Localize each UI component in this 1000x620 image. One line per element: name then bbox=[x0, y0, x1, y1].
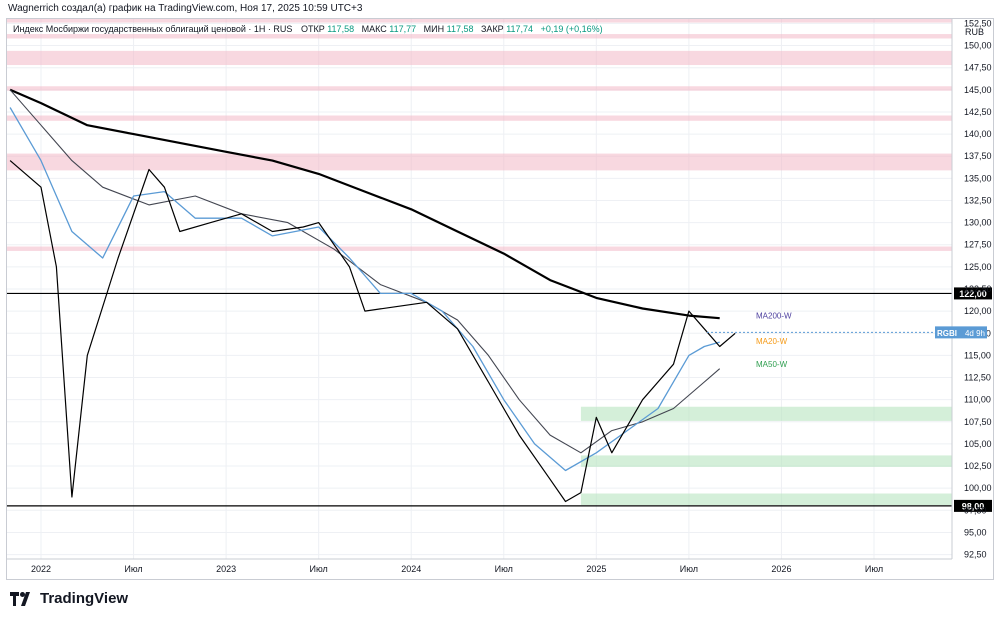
price-tag-value: 4d 9h bbox=[965, 329, 985, 338]
level-tag-label: 122,00 bbox=[959, 289, 987, 299]
support-zone bbox=[580, 493, 952, 505]
y-tick-label: 150,00 bbox=[964, 41, 992, 51]
ohlc-low-label: МИН bbox=[424, 24, 444, 34]
title-label: Индекс Мосбиржи государственных облигаци… bbox=[13, 24, 292, 34]
tradingview-logo[interactable]: TradingView bbox=[10, 590, 128, 607]
price-tag-name: RGBI bbox=[937, 329, 957, 338]
y-tick-label: 122,50 bbox=[964, 284, 992, 294]
y-tick-label: 147,50 bbox=[964, 63, 992, 73]
level-tag bbox=[954, 287, 992, 300]
y-tick-label: 102,50 bbox=[964, 461, 992, 471]
zones bbox=[7, 19, 952, 505]
y-tick-label: 125,00 bbox=[964, 262, 992, 272]
resistance-zone bbox=[7, 115, 952, 121]
x-tick-label: 2024 bbox=[401, 564, 421, 574]
ohlc-high-label: МАКС bbox=[362, 24, 388, 34]
x-tick-label: Июл bbox=[680, 564, 698, 574]
x-tick-label: 2026 bbox=[771, 564, 791, 574]
y-tick-label: 95,00 bbox=[964, 527, 987, 537]
price-tag-box bbox=[935, 326, 987, 339]
y-tick-label: 120,00 bbox=[964, 306, 992, 316]
y-axis[interactable]: 92,50 95,00 97,50 100,00 102,50 105,00 107,50 1… bbox=[951, 19, 992, 560]
y-tick-label: 140,00 bbox=[964, 129, 992, 139]
ma-label: MA200-W bbox=[756, 312, 792, 321]
currency-label: RUB bbox=[965, 27, 984, 37]
resistance-zone bbox=[7, 50, 952, 66]
y-tick-label: 135,00 bbox=[964, 173, 992, 183]
series-line-ma20-w bbox=[9, 107, 720, 472]
ohlc-close-value: 117,74 bbox=[506, 24, 533, 34]
tradingview-logo-icon bbox=[10, 591, 30, 606]
ohlc-close-label: ЗАКР bbox=[481, 24, 504, 34]
y-tick-label: 145,00 bbox=[964, 85, 992, 95]
level-tag-label: 98,00 bbox=[962, 501, 985, 511]
series-lines bbox=[9, 88, 736, 503]
y-tick-label: 97,50 bbox=[964, 505, 987, 515]
ohlc-open-value: 117,58 bbox=[327, 24, 354, 34]
y-tick-label: 110,00 bbox=[964, 395, 991, 405]
y-tick-label: 137,50 bbox=[964, 151, 992, 161]
ohlc-low-value: 117,58 bbox=[447, 24, 474, 34]
y-tick-label: 100,00 bbox=[964, 483, 992, 493]
series-line-цена bbox=[9, 160, 736, 503]
x-tick-label: Июл bbox=[124, 564, 142, 574]
chart-author-header: Wagnerrich создал(а) график на TradingVi… bbox=[8, 3, 363, 14]
x-tick-label: 2025 bbox=[586, 564, 606, 574]
level-lines: 122,00 98,00 bbox=[7, 287, 992, 512]
resistance-zone bbox=[7, 34, 952, 39]
ma-label: MA50-W bbox=[756, 360, 788, 369]
resistance-zone bbox=[7, 86, 952, 91]
x-tick-label: 2023 bbox=[216, 564, 236, 574]
ohlc-open-label: ОТКР bbox=[301, 24, 325, 34]
x-tick-label: Июл bbox=[495, 564, 513, 574]
chart-frame[interactable]: 122,00 98,00 92,50 95,00 97,50 100,00 102,50 1… bbox=[6, 18, 994, 580]
y-tick-label: 132,50 bbox=[964, 195, 992, 205]
resistance-zone bbox=[7, 19, 952, 23]
x-tick-label: 2022 bbox=[31, 564, 51, 574]
support-zone bbox=[580, 406, 952, 421]
y-tick-label: 107,50 bbox=[964, 417, 992, 427]
support-zone bbox=[580, 455, 952, 467]
ohlc-change: +0,19 (+0,16%) bbox=[541, 24, 603, 34]
y-tick-label: 112,50 bbox=[964, 373, 991, 383]
level-tag bbox=[954, 499, 992, 512]
x-axis[interactable]: 2022 Июл 2023 Июл 2024 Июл 2025 Июл 2026 Июл bbox=[7, 558, 952, 574]
y-tick-label: 152,50 bbox=[964, 19, 992, 28]
x-tick-label: Июл bbox=[310, 564, 328, 574]
ohlc-high-value: 117,77 bbox=[389, 24, 416, 34]
tradingview-logo-text: TradingView bbox=[40, 590, 129, 607]
y-tick-label: 142,50 bbox=[964, 107, 992, 117]
y-tick-label: 115,00 bbox=[964, 350, 991, 360]
resistance-zone bbox=[7, 153, 952, 171]
y-tick-label: 130,00 bbox=[964, 218, 992, 228]
x-tick-label: Июл bbox=[865, 564, 883, 574]
y-tick-label: 127,50 bbox=[964, 240, 992, 250]
ma-label: MA20-W bbox=[756, 337, 788, 346]
y-tick-label: 105,00 bbox=[964, 439, 992, 449]
series-labels: MA200-W MA20-W MA50-W RGBI 4d 9h bbox=[707, 312, 987, 369]
grid-lines bbox=[7, 19, 952, 559]
resistance-zone bbox=[7, 246, 952, 251]
series-line-ma200-w bbox=[9, 88, 720, 320]
chart-title: Индекс Мосбиржи государственных облигаци… bbox=[13, 24, 603, 34]
y-tick-label: 92,50 bbox=[964, 550, 987, 560]
